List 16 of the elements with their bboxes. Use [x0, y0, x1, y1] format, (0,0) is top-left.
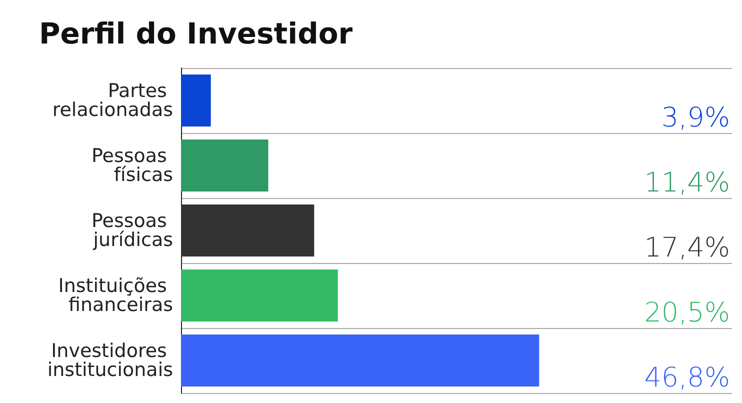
y-tick-label: Investidores institucionais — [47, 340, 173, 381]
data-label: 20,5% — [644, 298, 730, 328]
data-label: 11,4% — [644, 168, 730, 198]
bar — [181, 270, 338, 322]
y-tick-label: Pessoas jurídicas — [92, 210, 173, 251]
data-label: 17,4% — [644, 232, 730, 264]
y-tick-label: Instituições financeiras — [58, 275, 173, 316]
bar — [181, 204, 314, 256]
chart-title: Perfil do Investidor — [39, 16, 354, 50]
bar — [181, 140, 268, 192]
data-label: 46,8% — [644, 362, 730, 394]
y-tick-label: Pessoas físicas — [92, 145, 173, 186]
data-label: 3,9% — [661, 102, 730, 134]
bar — [181, 74, 211, 126]
y-tick-label: Partes relacionadas — [52, 80, 173, 121]
bar — [181, 334, 540, 386]
